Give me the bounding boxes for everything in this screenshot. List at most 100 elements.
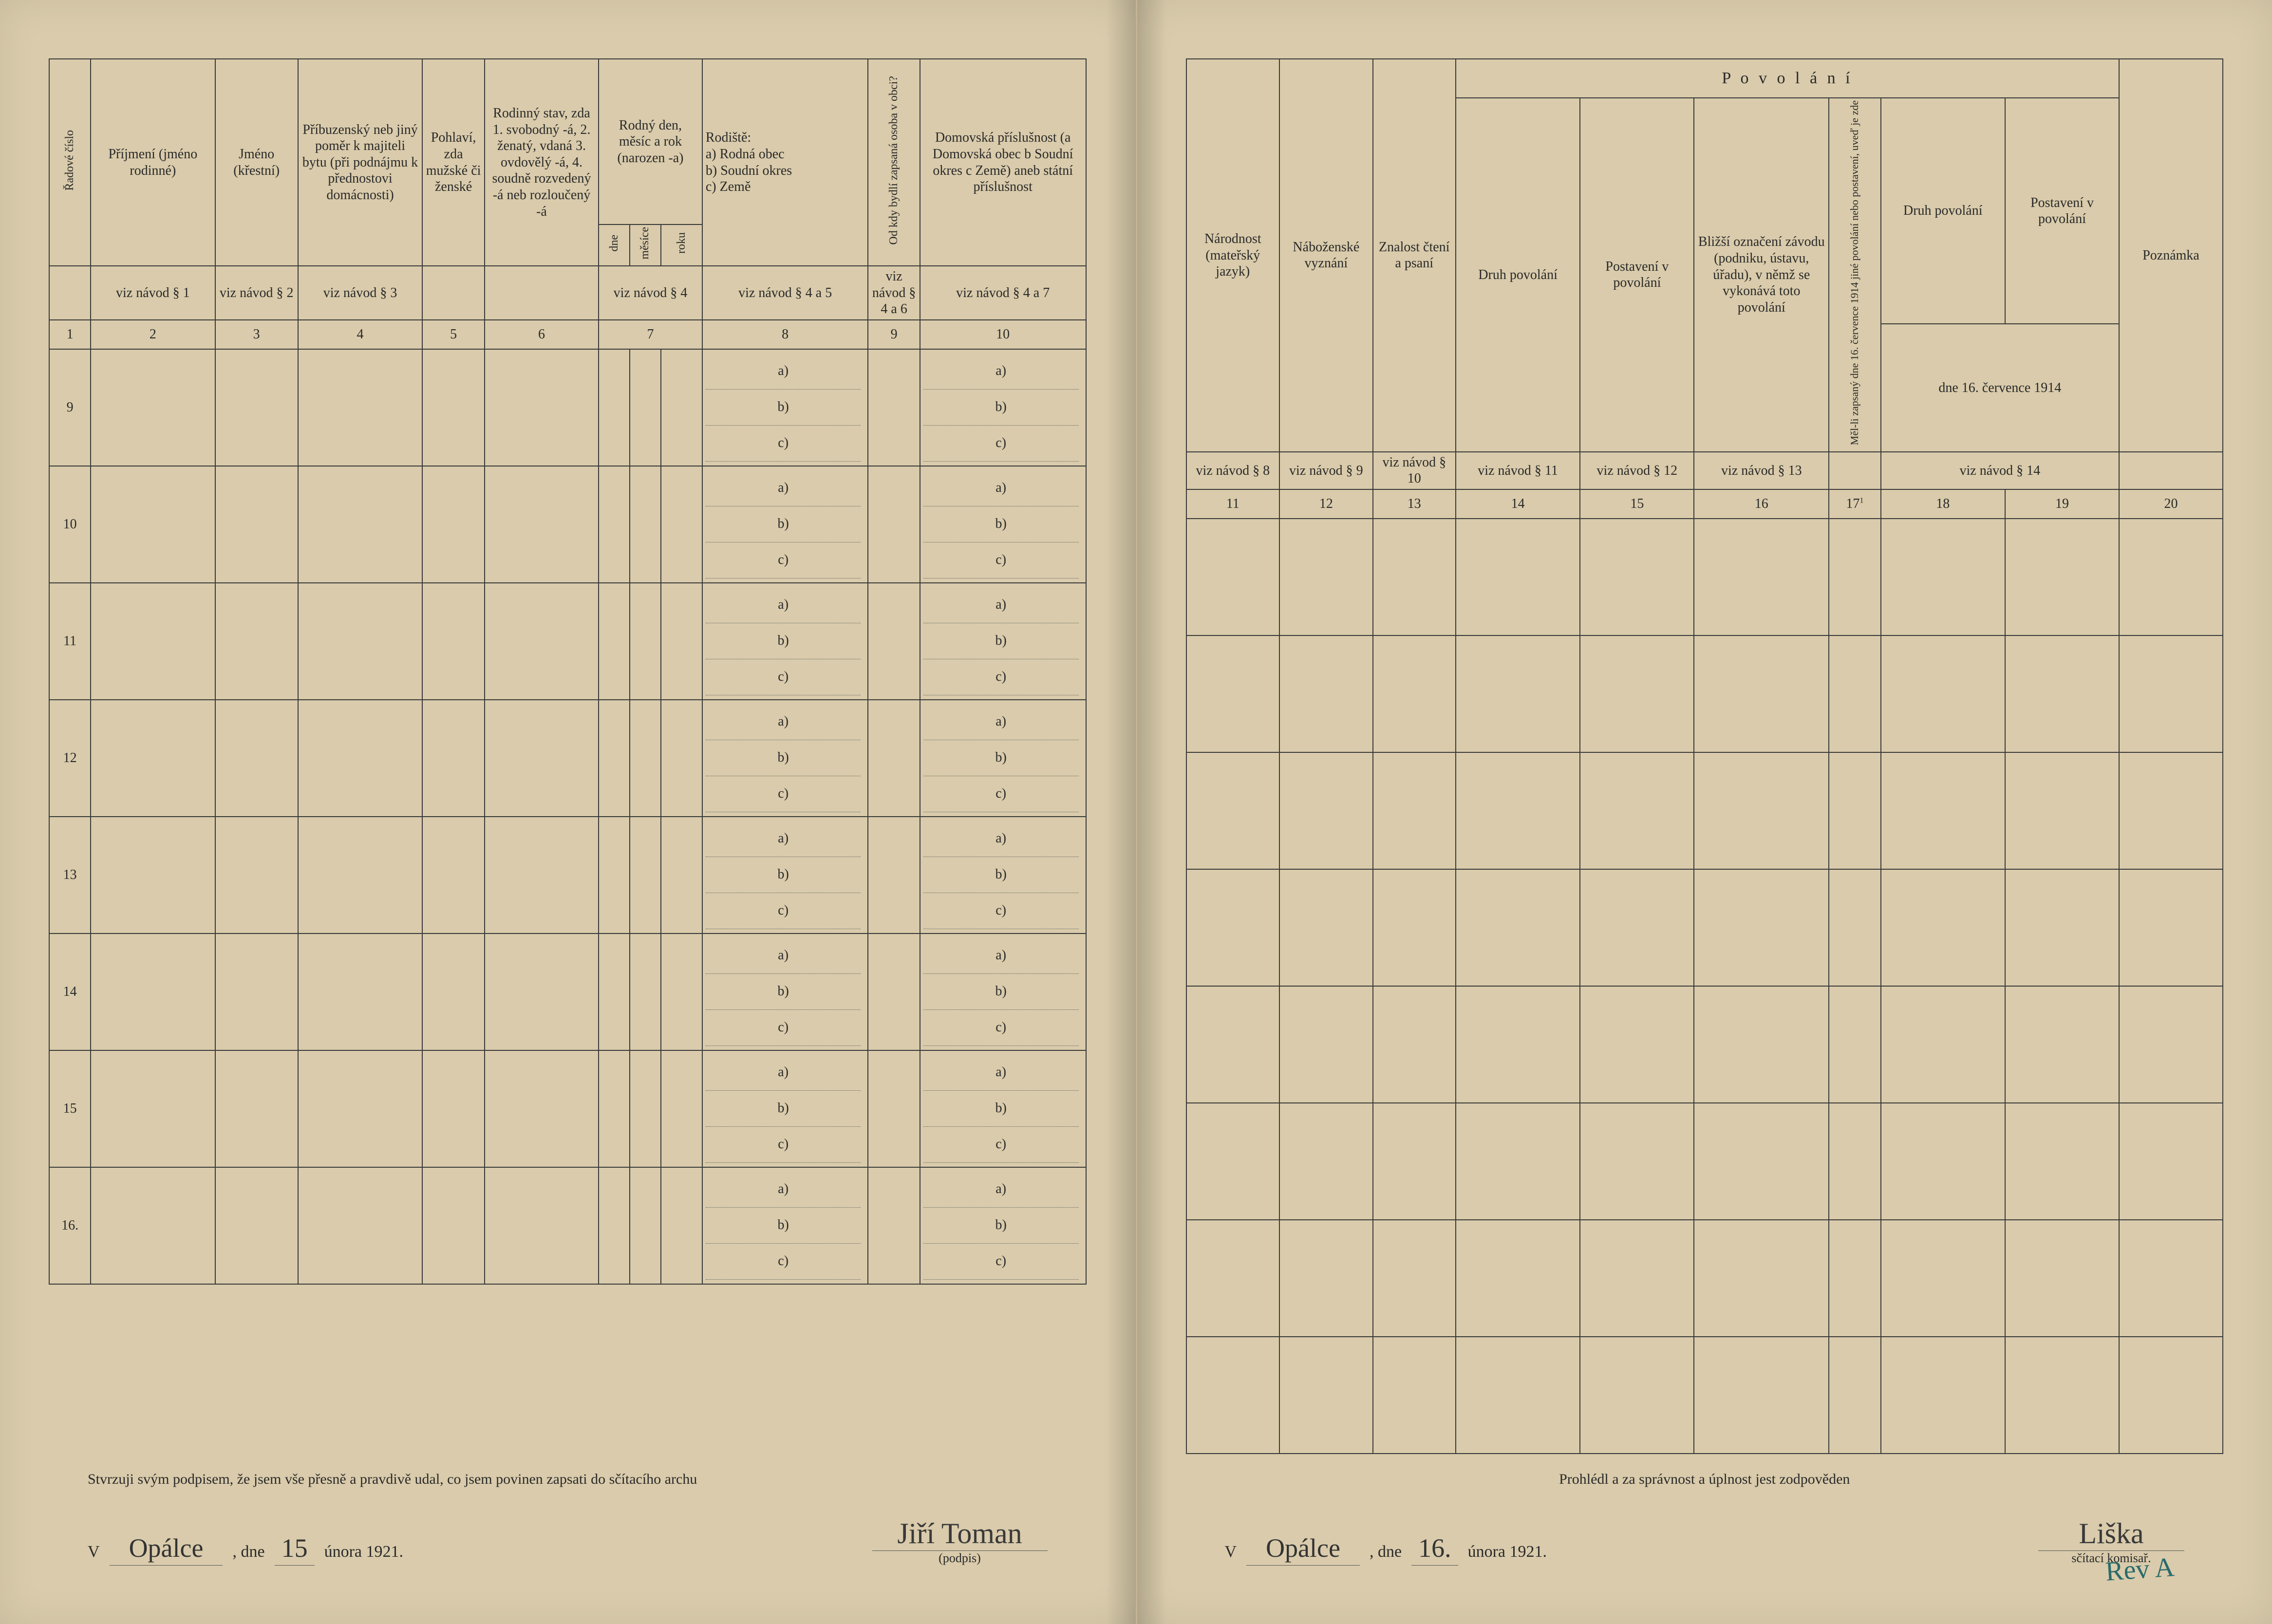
cell — [1373, 1103, 1456, 1220]
domicile-cell: a)b)c) — [920, 933, 1086, 1050]
ref-cell: viz návod § 8 — [1186, 452, 1280, 489]
domicile-cell: a)b)c) — [920, 349, 1086, 466]
col-7b-header: měsíce — [630, 224, 661, 266]
place-date-left: V Opálce , dne 15 února 1921. — [88, 1533, 403, 1566]
col-2-header: Příjmení (jméno rodinné) — [91, 59, 215, 266]
cell — [1373, 635, 1456, 752]
cell — [422, 817, 485, 933]
gutter-shadow-right — [1137, 0, 1166, 1624]
cell — [1881, 752, 2005, 869]
cell — [485, 933, 599, 1050]
cell — [1456, 519, 1580, 635]
cell — [1881, 519, 2005, 635]
cell — [215, 349, 298, 466]
signature-block-left: Jiří Toman (podpis) — [872, 1517, 1048, 1566]
cell — [1881, 635, 2005, 752]
col-17-header: Měl-li zapsaný dne 16. července 1914 jin… — [1829, 98, 1880, 452]
cell — [1456, 869, 1580, 986]
cell — [91, 1050, 215, 1167]
colnum: 15 — [1580, 489, 1694, 519]
cell — [298, 466, 422, 583]
col-15-header: Postavení v povolání — [1580, 98, 1694, 452]
ref-cell: viz návod § 12 — [1580, 452, 1694, 489]
cell — [661, 583, 702, 700]
cell — [661, 466, 702, 583]
place-date-right: V Opálce , dne 16. února 1921. — [1225, 1533, 1547, 1566]
birthplace-cell: a)b)c) — [702, 933, 868, 1050]
ref-cell: viz návod § 4 a 7 — [920, 266, 1086, 320]
cell — [91, 1167, 215, 1284]
cell — [298, 933, 422, 1050]
month-year-right: února 1921. — [1468, 1543, 1547, 1561]
cell — [298, 817, 422, 933]
colnum: 12 — [1279, 489, 1373, 519]
col-4-header: Příbuzenský neb jiný poměr k majiteli by… — [298, 59, 422, 266]
col-11-header: Národnost (mateřský jazyk) — [1186, 59, 1280, 452]
day-handwritten-right: 16. — [1411, 1533, 1458, 1566]
cell — [2119, 519, 2223, 635]
cell — [1829, 1103, 1880, 1220]
row-number: 12 — [49, 700, 91, 817]
cell — [2119, 1337, 2223, 1454]
cell — [215, 1167, 298, 1284]
table-row — [1186, 635, 2223, 752]
cell — [1694, 986, 1829, 1103]
gutter-shadow-left — [1106, 0, 1135, 1624]
cell — [215, 817, 298, 933]
cell — [868, 700, 920, 817]
cell — [91, 466, 215, 583]
cell — [1456, 752, 1580, 869]
cell — [2005, 1103, 2119, 1220]
cell — [2119, 1103, 2223, 1220]
cell — [1694, 1103, 1829, 1220]
cell — [868, 583, 920, 700]
cell — [1580, 1337, 1694, 1454]
cell — [1829, 986, 1880, 1103]
cell — [661, 1050, 702, 1167]
cell — [215, 700, 298, 817]
ref-cell — [49, 266, 91, 320]
col-7a-header: dne — [599, 224, 630, 266]
domicile-cell: a)b)c) — [920, 700, 1086, 817]
col-3-header: Jméno (křestní) — [215, 59, 298, 266]
colnum: 18 — [1881, 489, 2005, 519]
birthplace-cell: a)b)c) — [702, 1050, 868, 1167]
left-footer: Stvrzuji svým podpisem, že jsem vše přes… — [88, 1471, 1048, 1566]
cell — [868, 1167, 920, 1284]
signature-label-left: (podpis) — [872, 1551, 1048, 1566]
cell — [91, 700, 215, 817]
cell — [1373, 1337, 1456, 1454]
cell — [1279, 752, 1373, 869]
cell — [485, 700, 599, 817]
colnum: 171 — [1829, 489, 1880, 519]
row-number: 13 — [49, 817, 91, 933]
row-number: 15 — [49, 1050, 91, 1167]
cell — [1373, 519, 1456, 635]
revision-stamp: Rev A — [2104, 1551, 2176, 1587]
cell — [661, 817, 702, 933]
cell — [2005, 1337, 2119, 1454]
census-table-right: Národnost (mateřský jazyk) Náboženské vy… — [1186, 58, 2224, 1454]
ref-cell — [2119, 452, 2223, 489]
cell — [298, 349, 422, 466]
cell — [1694, 752, 1829, 869]
cell — [1694, 1220, 1829, 1337]
cell — [1186, 986, 1280, 1103]
place-handwritten-right: Opálce — [1246, 1533, 1360, 1566]
cell — [630, 583, 661, 700]
cell — [422, 1050, 485, 1167]
cell — [1881, 1337, 2005, 1454]
colnum: 14 — [1456, 489, 1580, 519]
col-8-header: Rodiště: a) Rodná obec b) Soudní okres c… — [702, 59, 868, 266]
cell — [868, 817, 920, 933]
cell — [630, 1167, 661, 1284]
cell — [2005, 1220, 2119, 1337]
cell — [599, 1167, 630, 1284]
cell — [1580, 869, 1694, 986]
dne-label: , dne — [1370, 1543, 1402, 1561]
dne-label: , dne — [232, 1543, 264, 1561]
table-row — [1186, 869, 2223, 986]
table-row: 15a)b)c)a)b)c) — [49, 1050, 1086, 1167]
cell — [485, 349, 599, 466]
cell — [2119, 1220, 2223, 1337]
